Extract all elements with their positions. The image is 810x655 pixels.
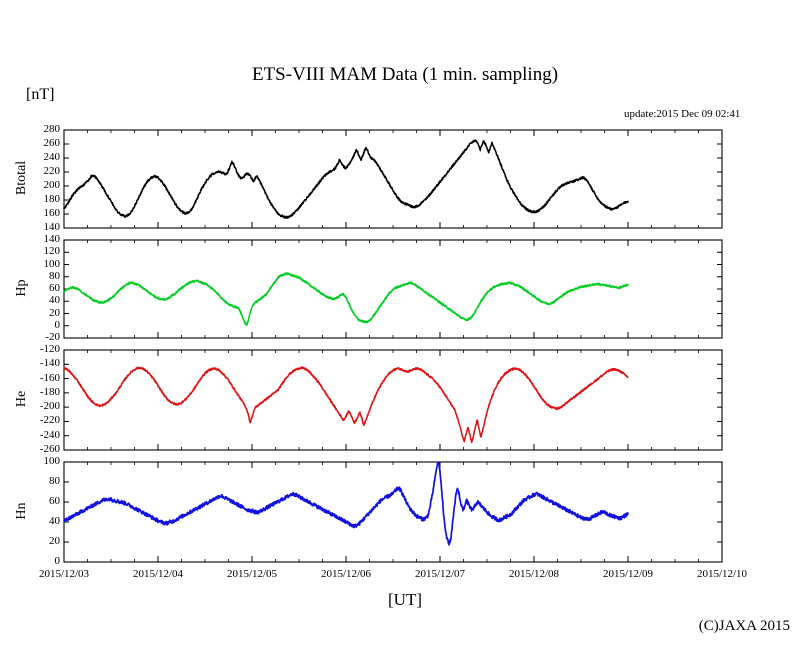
x-tick-2015-12-05: 2015/12/05 [226,568,278,580]
y-tick-btotal-160: 160 [43,207,61,219]
y-unit-label: [nT] [26,86,55,103]
y-tick-he--200: -200 [39,400,60,413]
x-tick-2015-12-07: 2015/12/07 [414,568,466,580]
y-tick-hn-20: 20 [49,535,60,547]
copyright-notice: (C)JAXA 2015 [698,618,790,634]
panel-frame-btotal [63,129,723,229]
y-tick-hp-80: 80 [49,269,60,282]
y-tick-btotal-280: 280 [43,123,61,135]
y-tick-he--260: -260 [39,443,60,455]
panel-label-hp: Hp [14,279,29,297]
y-tick-btotal-140: 140 [43,221,61,233]
y-tick-btotal-260: 260 [43,137,61,149]
y-tick-btotal-240: 240 [43,151,61,163]
y-tick-hn-60: 60 [49,495,60,507]
y-tick-hp-100: 100 [43,257,61,270]
update-timestamp: update:2015 Dec 09 02:41 [624,108,741,120]
trace-he [63,366,629,444]
chart-title: ETS-VIII MAM Data (1 min. sampling) [251,64,559,85]
x-tick-2015-12-03: 2015/12/03 [38,568,90,580]
y-tick-hp-140: 140 [43,233,61,245]
y-tick-hp--20: -20 [45,331,60,343]
y-tick-hp-60: 60 [49,282,60,294]
y-tick-btotal-220: 220 [43,165,61,177]
y-tick-hp-20: 20 [49,306,60,319]
y-tick-he--240: -240 [39,428,60,441]
panel-frame-he [63,349,723,451]
y-tick-he--120: -120 [39,343,60,355]
x-tick-2015-12-10: 2015/12/10 [696,568,748,580]
y-tick-hn-0: 0 [54,555,61,567]
panel-label-btotal: Btotal [14,160,29,196]
x-tick-2015-12-09: 2015/12/09 [602,568,654,580]
y-tick-btotal-180: 180 [43,193,61,205]
y-tick-btotal-200: 200 [43,179,61,191]
trace-hn [63,461,629,546]
x-axis-label: [UT] [388,590,422,609]
y-tick-he--160: -160 [39,371,60,384]
trace-hp [63,272,629,326]
x-tick-2015-12-08: 2015/12/08 [508,568,560,580]
x-tick-2015-12-06: 2015/12/06 [320,568,372,580]
trace-btotal [63,139,629,219]
y-tick-hp-0: 0 [54,318,61,331]
y-tick-hn-40: 40 [49,515,60,527]
panel-label-he: He [14,390,29,408]
y-tick-hn-80: 80 [49,475,60,487]
y-tick-he--220: -220 [39,414,60,427]
panel-frame-hn [63,461,723,563]
x-tick-2015-12-04: 2015/12/04 [132,568,184,580]
y-tick-hp-40: 40 [49,294,60,307]
y-tick-he--180: -180 [39,385,60,398]
y-tick-hp-120: 120 [43,245,61,258]
y-tick-hn-100: 100 [43,455,61,467]
y-tick-he--140: -140 [39,357,60,370]
panel-label-hn: Hn [14,502,29,520]
